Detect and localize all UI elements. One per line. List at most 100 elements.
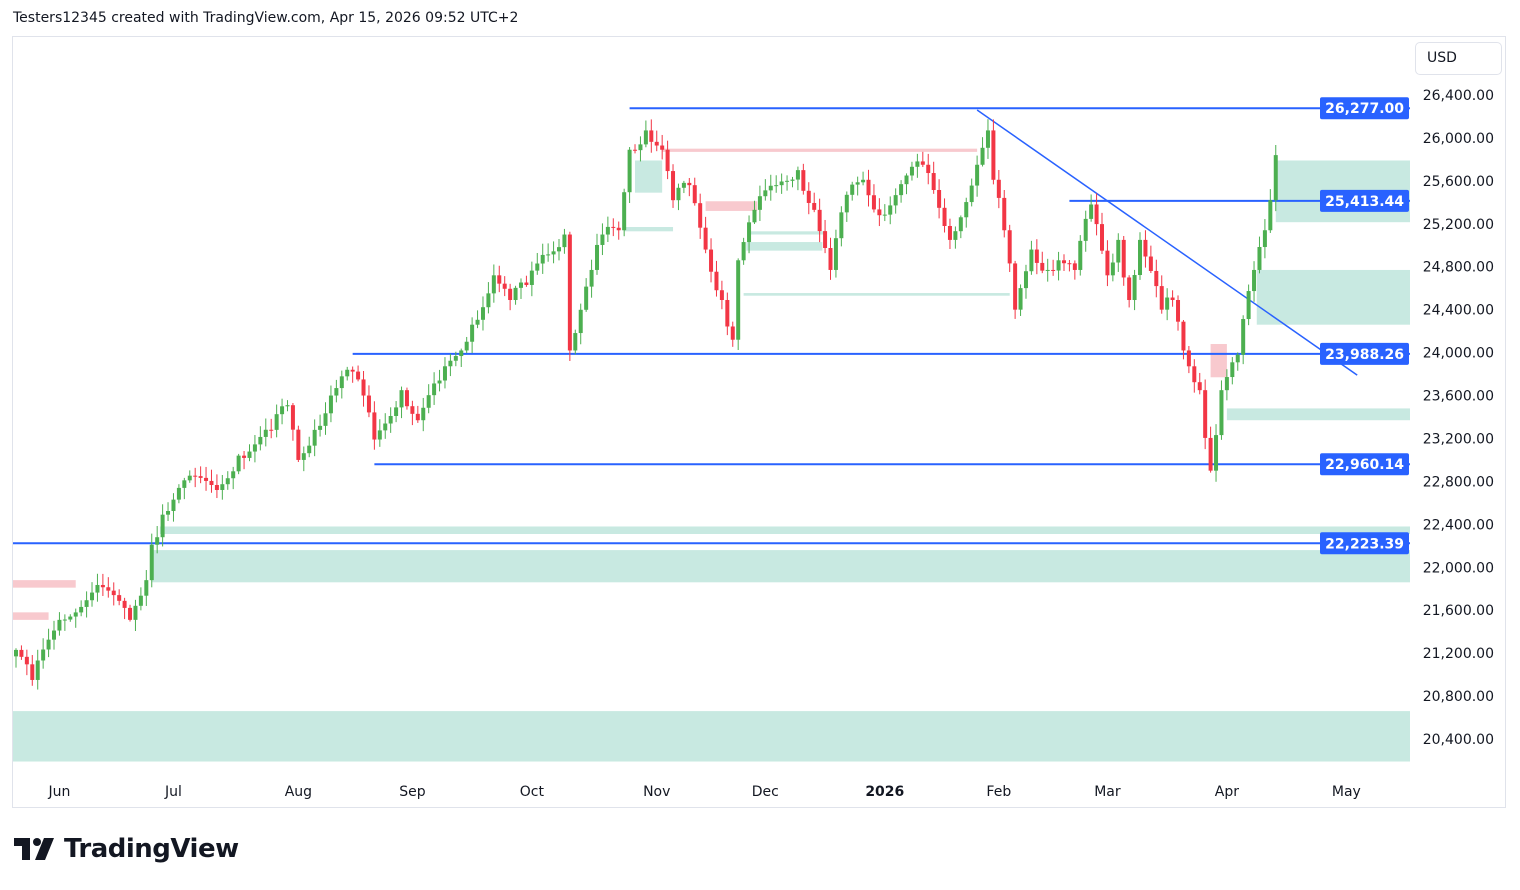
- time-tick-label: Dec: [752, 784, 779, 800]
- candle-up: [231, 471, 236, 479]
- time-axis[interactable]: Jun Jul Aug Sep Oct Nov Dec 2026 Feb Mar Apr May: [48, 784, 1361, 800]
- candle-down: [703, 227, 708, 250]
- candle-up: [757, 196, 762, 210]
- candle-down: [709, 249, 714, 272]
- candle-up: [909, 166, 914, 176]
- candle-down: [198, 476, 203, 478]
- price-axis[interactable]: 26,400.00 26,000.00 25,600.00 25,200.00 24,8…: [1423, 88, 1494, 748]
- price-tag: [1320, 342, 1409, 365]
- candle-down: [128, 607, 133, 620]
- candle-up: [90, 592, 95, 601]
- candle-down: [1208, 437, 1213, 471]
- candle-up: [1230, 362, 1235, 378]
- candle-up: [41, 649, 46, 661]
- candle-up: [491, 275, 496, 294]
- candle-up: [985, 130, 990, 148]
- candle-up: [421, 407, 426, 421]
- candle-up: [1116, 239, 1121, 263]
- green-zone: [1226, 408, 1410, 421]
- candle-up: [312, 429, 317, 446]
- candle-up: [155, 537, 160, 545]
- candle-down: [524, 282, 529, 285]
- candle-up: [486, 293, 491, 308]
- candle-up: [850, 184, 855, 195]
- candle-up: [323, 413, 328, 426]
- candle-down: [193, 475, 198, 477]
- candle-down: [497, 275, 502, 284]
- red-zone: [13, 580, 76, 588]
- candle-down: [1176, 300, 1181, 322]
- green-zone: [159, 526, 1410, 534]
- candle-up: [622, 192, 627, 231]
- candle-up: [95, 584, 100, 593]
- candle-down: [920, 161, 925, 165]
- candle-down: [204, 477, 209, 481]
- candle-up: [328, 395, 333, 414]
- candle-up: [383, 423, 388, 431]
- currency-button[interactable]: USD: [1415, 42, 1502, 75]
- candle-up: [1018, 288, 1023, 310]
- chart-frame: [12, 36, 1506, 808]
- candle-down: [817, 209, 822, 232]
- price-tick-label: 24,800.00: [1423, 260, 1494, 276]
- candle-down: [877, 209, 882, 216]
- time-tick-label: May: [1332, 784, 1361, 800]
- candle-down: [828, 247, 833, 270]
- price-tick-label: 22,400.00: [1423, 517, 1494, 533]
- candle-up: [464, 341, 469, 351]
- candle-down: [1040, 262, 1045, 271]
- candle-down: [823, 231, 828, 248]
- candle-up: [676, 187, 681, 201]
- candle-down: [616, 227, 621, 231]
- candle-up: [57, 619, 62, 631]
- price-tick-label: 25,600.00: [1423, 174, 1494, 190]
- time-tick-label: Sep: [399, 784, 426, 800]
- candle-up: [46, 639, 51, 650]
- candle-up: [1268, 200, 1273, 231]
- tradingview-logo[interactable]: TradingView: [14, 834, 239, 864]
- candle-up: [584, 286, 589, 310]
- candle-down: [611, 226, 616, 228]
- candle-up: [448, 360, 453, 367]
- candle-up: [638, 144, 643, 151]
- candle-up: [182, 480, 187, 488]
- candle-down: [296, 429, 301, 460]
- candle-up: [307, 445, 312, 454]
- candle-down: [687, 182, 692, 186]
- candle-up: [768, 185, 773, 191]
- candle-up: [557, 247, 561, 252]
- candle-up: [964, 202, 969, 218]
- candle-up: [220, 484, 225, 490]
- candle-up: [540, 254, 545, 264]
- price-tick-label: 22,000.00: [1423, 560, 1494, 576]
- candle-down: [366, 395, 371, 413]
- green-zone: [13, 711, 1410, 762]
- price-tick-label: 26,400.00: [1423, 88, 1494, 104]
- time-tick-label: Jun: [48, 784, 71, 800]
- candle-up: [263, 429, 268, 437]
- candle-up: [1056, 260, 1061, 271]
- candle-down: [404, 390, 409, 407]
- candle-down: [1148, 256, 1153, 271]
- candle-up: [904, 175, 909, 185]
- candle-down: [660, 145, 665, 150]
- candle-up: [84, 600, 89, 607]
- candle-up: [1219, 390, 1224, 436]
- candle-up: [35, 660, 40, 680]
- candle-down: [209, 480, 214, 486]
- candle-up: [888, 205, 893, 215]
- candle-up: [774, 185, 779, 187]
- candle-down: [372, 412, 377, 440]
- candle-up: [1078, 240, 1083, 270]
- price-tag: [1320, 189, 1409, 212]
- candle-down: [1013, 263, 1018, 310]
- candle-up: [1045, 269, 1050, 271]
- candle-up: [187, 475, 192, 481]
- green-zone: [743, 293, 1010, 296]
- candle-up: [844, 194, 849, 213]
- candle-down: [1181, 321, 1186, 351]
- candle-up: [160, 514, 165, 538]
- candle-up: [149, 544, 154, 581]
- candle-up: [899, 184, 904, 196]
